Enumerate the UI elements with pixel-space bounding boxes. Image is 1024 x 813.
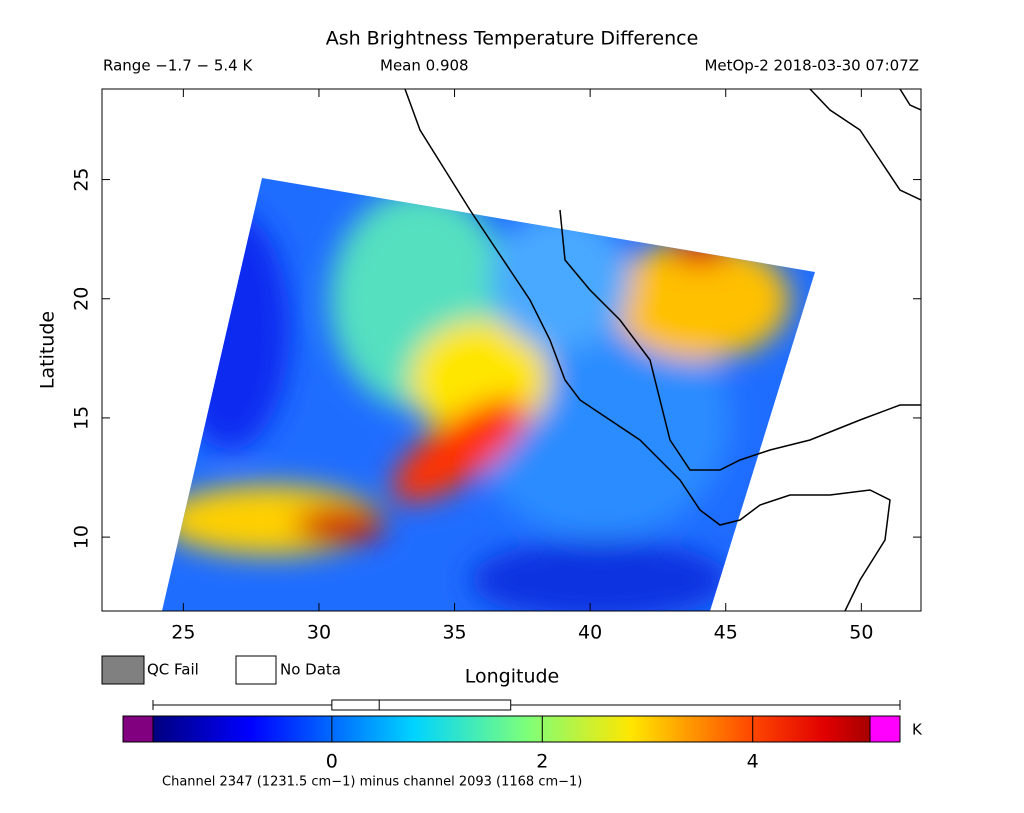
colorbar-over bbox=[869, 715, 901, 743]
x-axis-title: Longitude bbox=[465, 666, 560, 688]
y-tick-label: 20 bbox=[71, 287, 93, 311]
plot-frame bbox=[101, 88, 922, 612]
satellite: MetOp-2 2018-03-30 07:07Z bbox=[704, 57, 919, 75]
y-tick-label: 15 bbox=[71, 406, 93, 430]
y-tick-label: 10 bbox=[71, 525, 93, 549]
colorbar-unit: K bbox=[912, 721, 923, 739]
colorbar-tick-label: 2 bbox=[536, 751, 548, 773]
box bbox=[331, 699, 512, 711]
y-tick-label: 25 bbox=[71, 167, 93, 191]
x-tick-label: 50 bbox=[849, 622, 873, 644]
qc-fail-swatch bbox=[101, 655, 145, 685]
colorbar-tick-label: 4 bbox=[747, 751, 759, 773]
no-data-swatch bbox=[235, 655, 277, 685]
qc-fail-label: QC Fail bbox=[147, 661, 199, 679]
map-area bbox=[162, 89, 921, 611]
x-tick-label: 40 bbox=[578, 622, 602, 644]
no-data-label: No Data bbox=[280, 661, 341, 679]
title: Ash Brightness Temperature Difference bbox=[326, 28, 699, 50]
x-tick-label: 25 bbox=[171, 622, 195, 644]
mean: Mean 0.908 bbox=[380, 57, 469, 75]
y-axis-title: Latitude bbox=[37, 311, 59, 389]
colorbar-tick-label: 0 bbox=[326, 751, 338, 773]
x-tick-label: 30 bbox=[307, 622, 331, 644]
colorbar-under bbox=[122, 715, 154, 743]
range: Range −1.7 − 5.4 K bbox=[103, 57, 253, 75]
x-tick-label: 45 bbox=[714, 622, 738, 644]
colorbar bbox=[152, 715, 901, 743]
x-tick-label: 35 bbox=[442, 622, 466, 644]
coastlines bbox=[404, 89, 921, 611]
colorbar-caption: Channel 2347 (1231.5 cm−1) minus channel… bbox=[162, 775, 582, 790]
swath bbox=[162, 178, 815, 611]
